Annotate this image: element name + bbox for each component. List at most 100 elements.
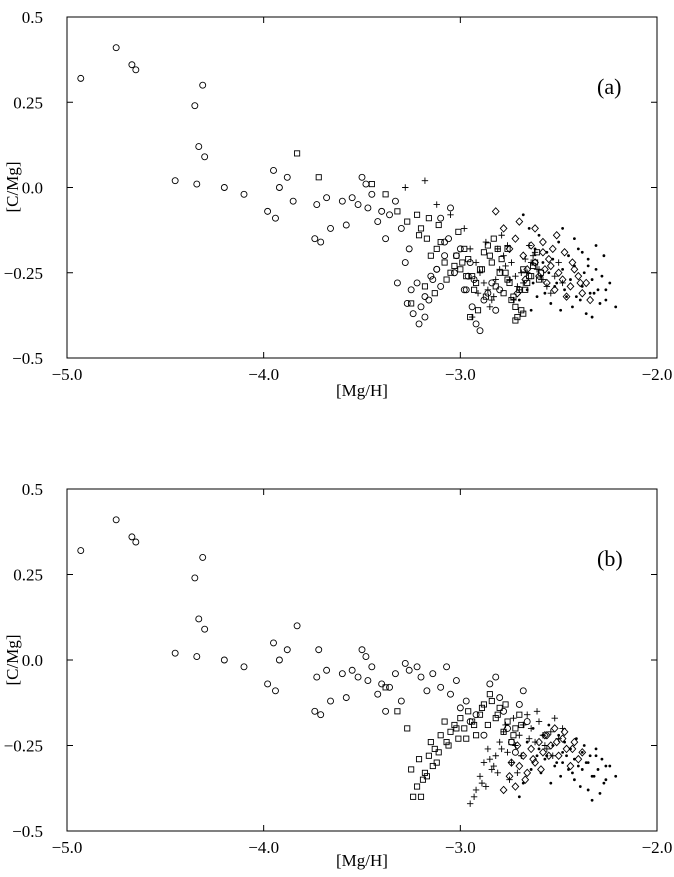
data-point-circle (429, 670, 437, 678)
panel-a-label: (a) (597, 74, 621, 99)
data-point-diamond (562, 744, 571, 754)
data-point-circle (220, 184, 228, 191)
data-point-circle (443, 663, 451, 671)
data-point-square (473, 732, 480, 739)
panel-a-tick-labels: −5.0 −4.0 −3.0 −2.0 0.5 0.25 0.0 −0.25 −0.5 (4, 8, 673, 384)
data-point-circle (362, 653, 370, 661)
data-point-dot (517, 298, 521, 302)
data-point-circle (382, 707, 390, 715)
data-point-circle (409, 310, 417, 318)
data-point-diamond (552, 737, 561, 747)
panel-a-marks (77, 44, 618, 335)
data-point-square (437, 732, 444, 739)
data-point-plus (488, 296, 495, 304)
data-point-diamond (540, 265, 549, 274)
panel-b-label: (b) (597, 546, 623, 571)
data-point-dot (590, 315, 594, 319)
data-point-diamond (582, 278, 591, 288)
data-point-dot (604, 298, 608, 302)
data-point-circle (403, 299, 411, 307)
data-point-circle (201, 625, 209, 633)
data-point-square (486, 691, 493, 698)
data-point-square (417, 225, 425, 232)
data-point-square (488, 697, 495, 705)
data-point-dot (578, 298, 582, 302)
data-point-dot (592, 291, 596, 295)
data-point-circle (293, 622, 301, 630)
y-tick-label: 0.0 (22, 179, 43, 198)
data-point-circle (368, 663, 376, 671)
data-point-circle (323, 194, 331, 202)
data-point-square (498, 256, 505, 263)
data-point-plus (539, 276, 547, 283)
y-tick-label: −0.5 (12, 349, 43, 368)
data-point-circle (374, 690, 382, 698)
data-point-dot (525, 740, 529, 744)
data-point-circle (354, 673, 362, 681)
data-point-circle (407, 286, 415, 294)
data-point-dot (590, 278, 594, 281)
data-point-dot (582, 271, 586, 275)
data-point-square (459, 259, 466, 266)
data-point-square (463, 273, 470, 280)
data-point-circle (364, 204, 372, 212)
data-point-dot (535, 754, 539, 758)
data-point-circle (437, 282, 445, 290)
data-point-square (404, 725, 411, 732)
data-point-diamond (539, 748, 547, 757)
data-point-square (457, 715, 464, 722)
data-point-square (512, 725, 519, 732)
data-point-diamond (542, 730, 551, 740)
data-point-circle (437, 683, 445, 691)
data-point-dot (594, 244, 598, 247)
data-point-plus (466, 245, 474, 253)
data-point-circle (128, 533, 136, 541)
data-point-square (528, 273, 535, 280)
data-point-dot (561, 227, 564, 230)
data-point-square (435, 749, 442, 756)
data-point-square (294, 150, 301, 157)
data-point-square (443, 276, 450, 283)
data-point-plus (498, 232, 505, 239)
data-point-plus (484, 745, 492, 753)
data-point-square (494, 711, 501, 718)
data-point-square (492, 283, 499, 290)
data-point-circle (264, 207, 272, 215)
data-point-circle (283, 173, 291, 181)
y-tick-label: 0.25 (13, 93, 43, 112)
data-point-circle (171, 649, 179, 657)
data-point-square (419, 776, 427, 783)
data-point-dot (571, 305, 574, 309)
data-point-circle (220, 656, 228, 664)
data-point-circle (466, 259, 474, 266)
data-point-square (465, 256, 472, 263)
data-point-square (508, 739, 515, 746)
data-point-square (425, 752, 432, 759)
data-point-dot (563, 740, 566, 744)
data-point-square (415, 232, 423, 239)
data-point-dot (596, 768, 600, 771)
data-point-circle (466, 718, 474, 726)
data-point-dot (586, 788, 590, 792)
data-point-dot (521, 213, 525, 217)
data-point-dot (517, 795, 521, 799)
data-point-dot (525, 288, 529, 292)
data-point-diamond (505, 244, 514, 254)
data-point-plus (468, 313, 476, 321)
data-point-square (410, 793, 417, 800)
data-point-diamond (539, 248, 547, 257)
data-point-dot (541, 733, 545, 737)
data-point-circle (445, 235, 452, 243)
data-point-plus (508, 759, 515, 766)
data-point-plus (498, 745, 505, 753)
data-point-dot (539, 274, 543, 278)
data-point-plus (470, 793, 478, 800)
data-point-circle (486, 680, 494, 688)
data-point-dot (569, 747, 572, 751)
data-point-circle (386, 211, 393, 219)
data-point-circle (77, 547, 85, 555)
data-point-diamond (527, 241, 536, 250)
data-point-dot (521, 781, 525, 785)
data-point-dot (565, 295, 568, 299)
data-point-dot (565, 754, 568, 758)
